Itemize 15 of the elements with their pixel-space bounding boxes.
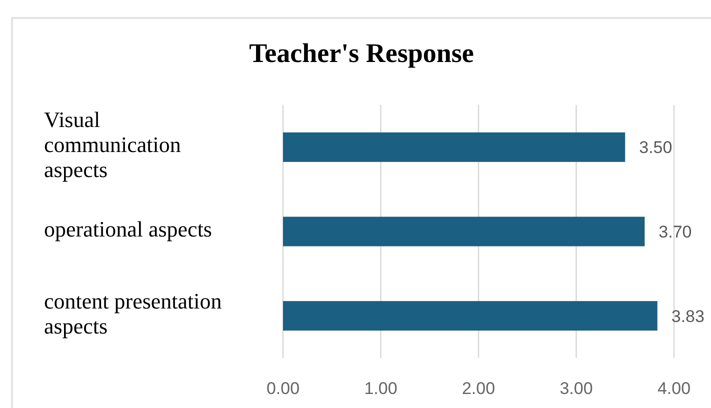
bar	[283, 216, 645, 246]
data-label: 3.70	[658, 222, 692, 241]
data-label: 3.83	[671, 306, 704, 326]
data-label: 3.50	[639, 138, 672, 157]
y-tick-label: content presentation aspects	[44, 288, 222, 338]
chart-title: Teacher's Response	[249, 38, 474, 68]
x-tick-label: 0.00	[266, 379, 300, 398]
x-tick-label: 1.00	[364, 379, 398, 398]
x-tick-label: 4.00	[657, 379, 691, 398]
bar	[283, 301, 658, 331]
y-tick-label: Visual communication aspects	[44, 106, 181, 182]
bar	[283, 132, 626, 162]
y-tick-label: operational aspects	[44, 216, 212, 241]
x-tick-label: 3.00	[560, 379, 593, 398]
x-tick-label: 2.00	[462, 379, 496, 398]
